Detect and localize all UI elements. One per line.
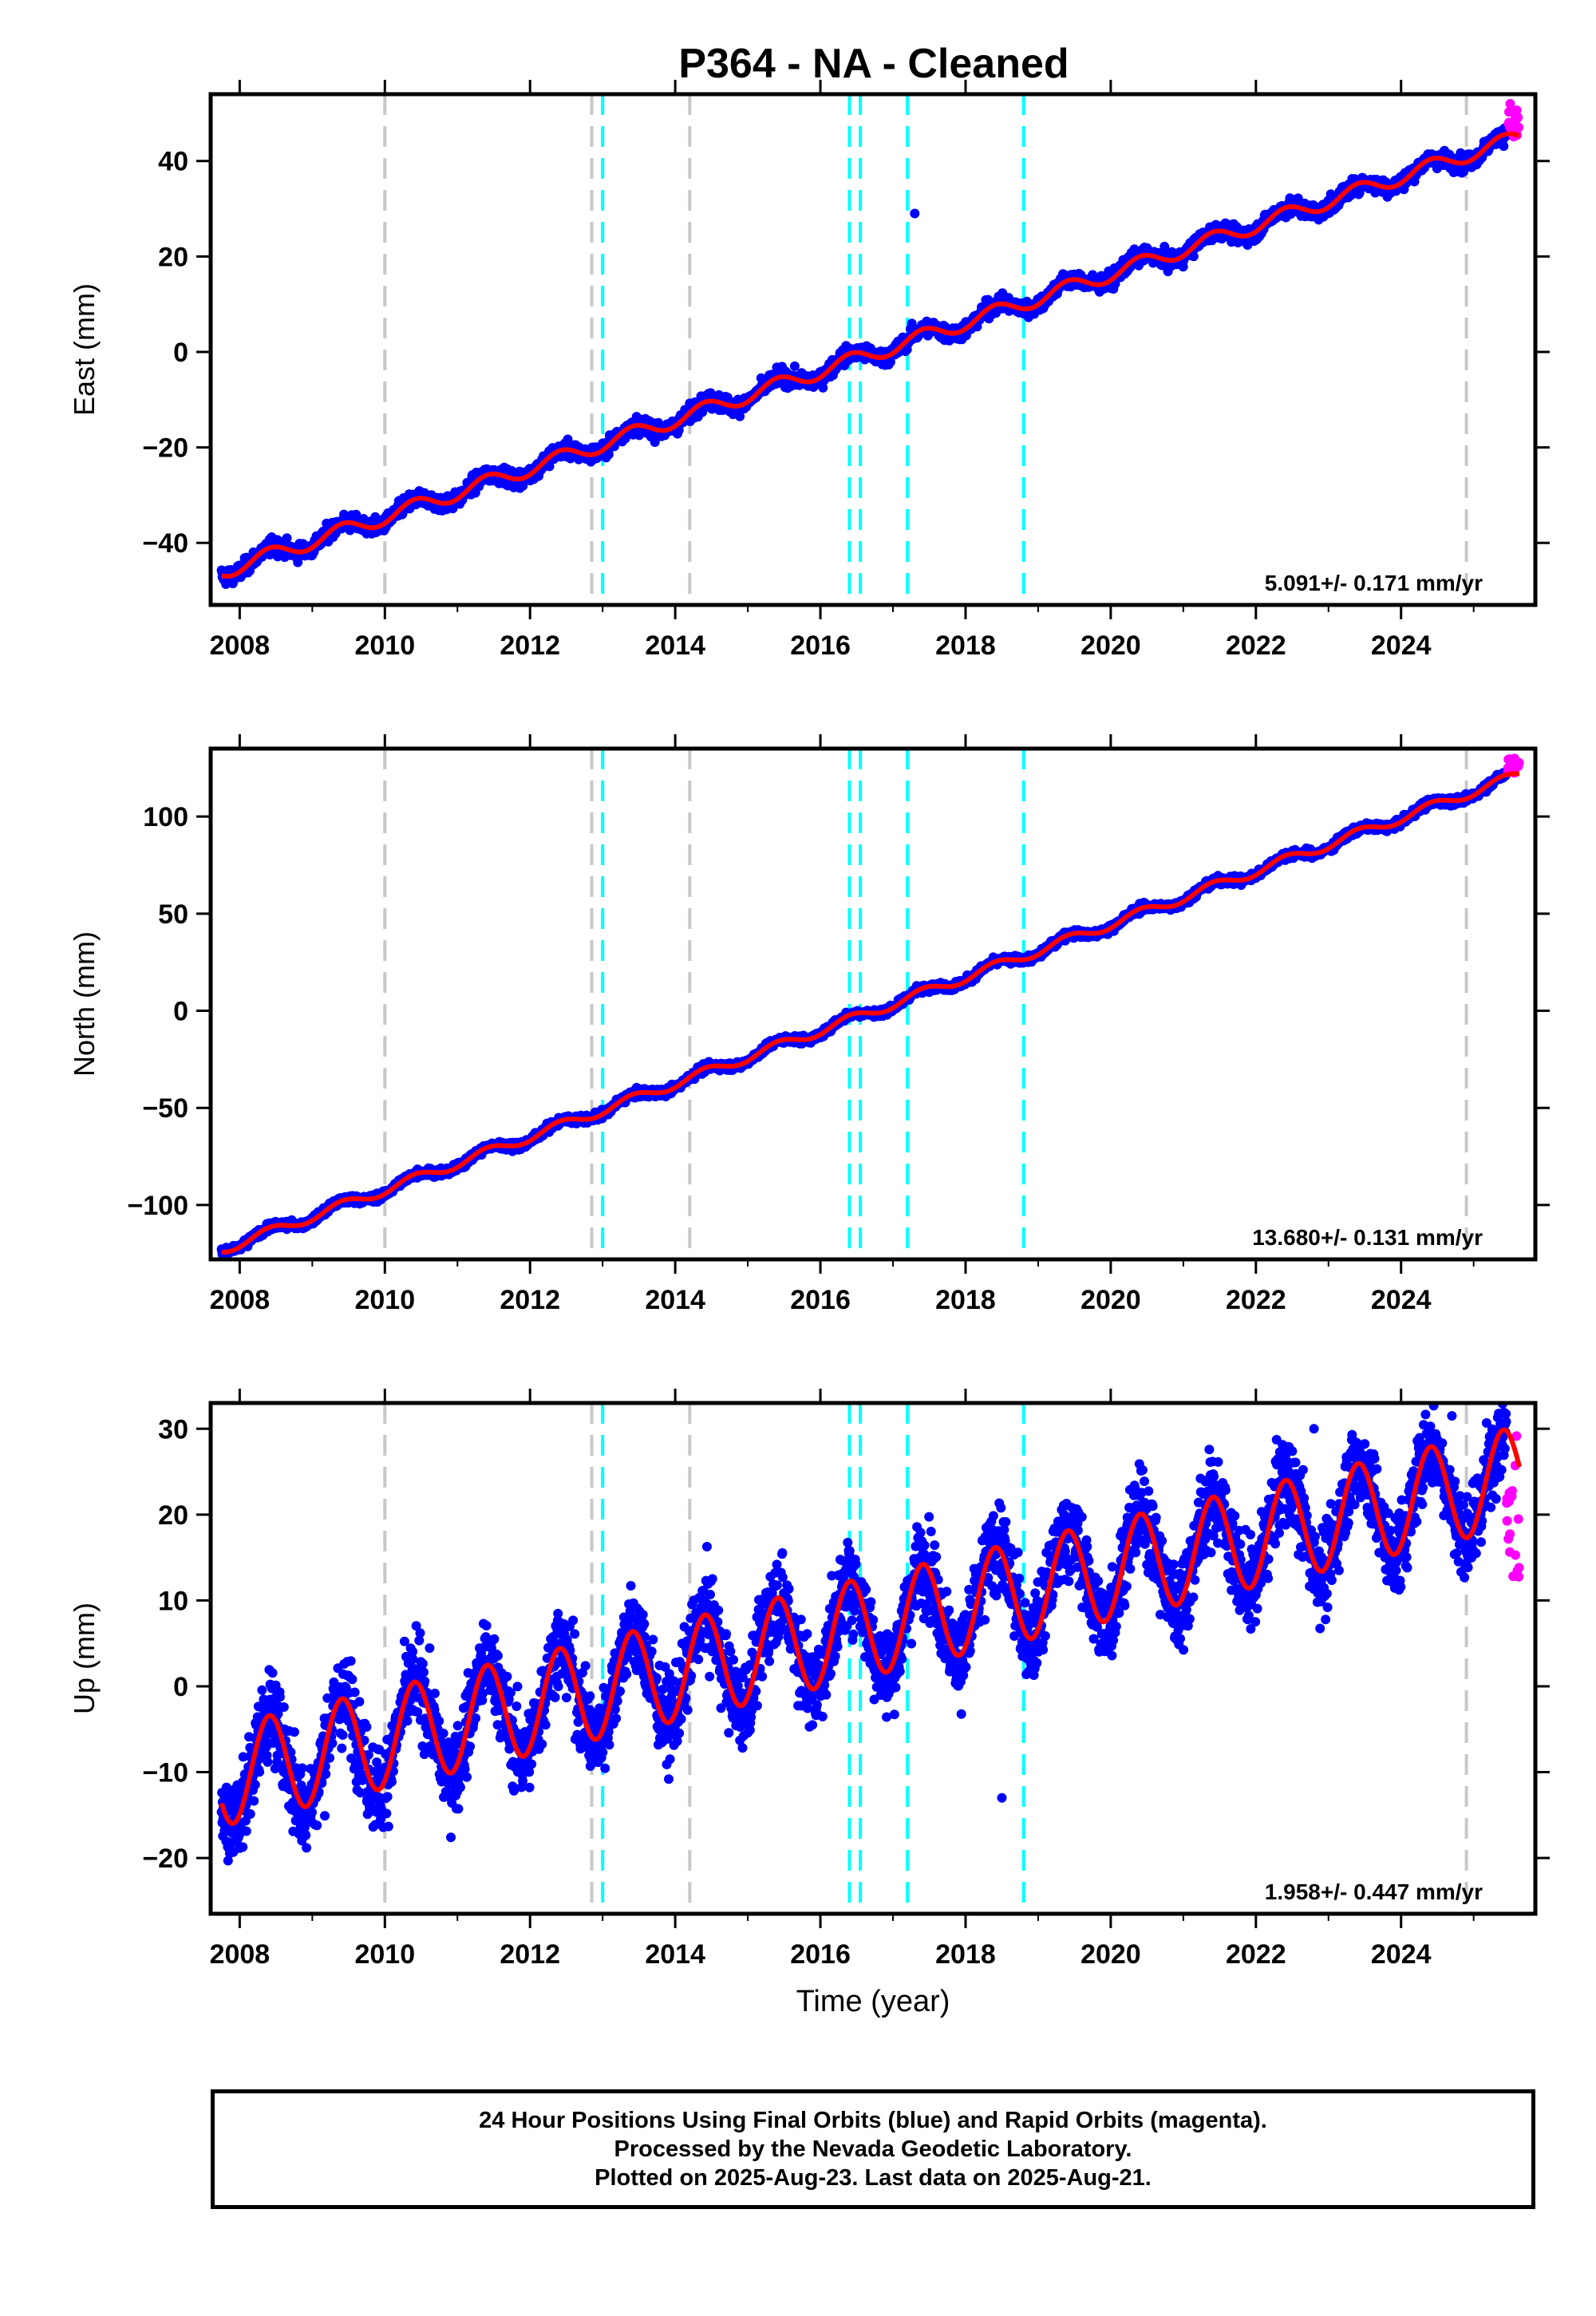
final-orbit-points xyxy=(216,123,1511,589)
y-tick-label: −20 xyxy=(142,433,188,464)
x-tick-label: 2022 xyxy=(1226,630,1286,661)
x-tick-label: 2010 xyxy=(354,630,415,661)
plot-area xyxy=(216,749,1524,1259)
rapid-point xyxy=(1514,122,1524,132)
data-point xyxy=(789,361,800,371)
data-point xyxy=(620,433,630,444)
x-tick-label: 2024 xyxy=(1371,630,1432,661)
y-axis-label: East (mm) xyxy=(68,283,101,416)
data-point xyxy=(818,382,828,393)
plot-area xyxy=(216,94,1524,605)
rapid-point xyxy=(1505,122,1515,132)
x-tick-label: 2020 xyxy=(1080,630,1141,661)
x-tick-label: 2012 xyxy=(500,630,560,661)
figure-title: P364 - NA - Cleaned xyxy=(678,41,1069,87)
y-tick-label: 20 xyxy=(158,242,188,272)
x-tick-label: 2008 xyxy=(210,630,271,661)
y-tick-label: −40 xyxy=(142,528,188,559)
y-tick-label: 0 xyxy=(173,338,188,368)
y-tick-label: 40 xyxy=(158,147,188,177)
x-tick-label: 2016 xyxy=(790,630,851,661)
panels: 2008 2010 2012 2014 2016 2018 2020 2022 2024 −40 −… xyxy=(68,80,1550,2018)
rapid-point xyxy=(1512,113,1523,123)
velocity-rate-label: 5.091+/- 0.171 mm/yr xyxy=(1265,571,1483,595)
data-point xyxy=(544,461,555,472)
data-point xyxy=(885,357,895,367)
data-point xyxy=(735,411,745,421)
x-tick-label: 2018 xyxy=(935,630,996,661)
panel-north: 2008 2010 2012 2014 2016 2018 2020 2022 2024−100… xyxy=(68,734,1550,1315)
outlier-point xyxy=(910,208,920,219)
panel-east: 2008 2010 2012 2014 2016 2018 2020 2022 2024 −40 −… xyxy=(68,80,1550,661)
data-point xyxy=(1499,141,1509,152)
x-tick-label: 2014 xyxy=(645,630,705,661)
data-point xyxy=(282,533,292,543)
